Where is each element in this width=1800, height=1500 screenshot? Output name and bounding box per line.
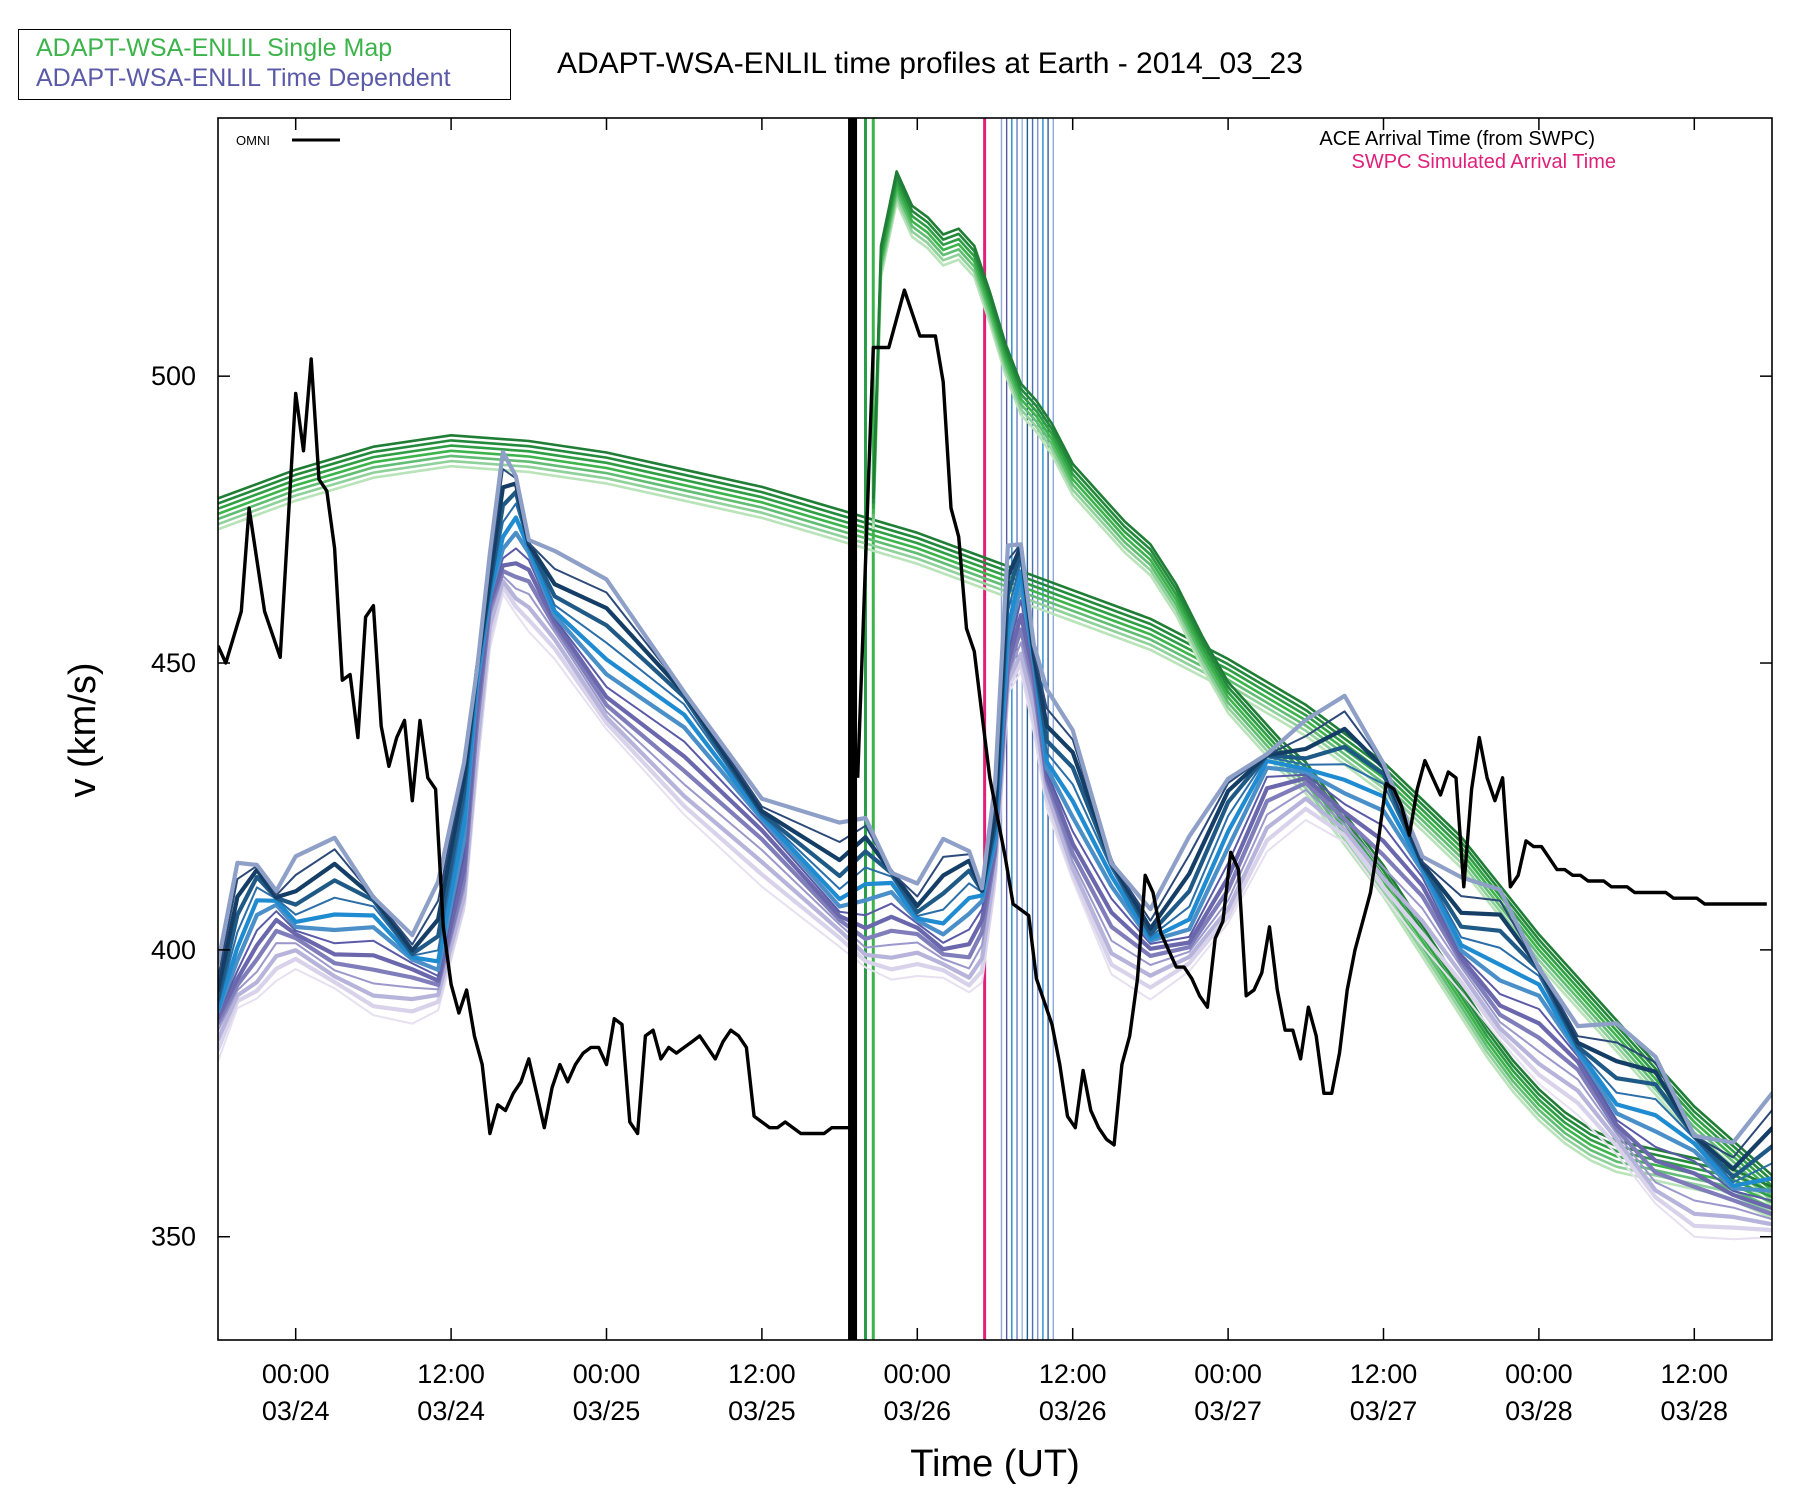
x-tick-label-time: 00:00 — [573, 1359, 641, 1389]
x-tick-label-time: 12:00 — [1350, 1359, 1418, 1389]
x-tick-label-date: 03/27 — [1194, 1396, 1262, 1426]
y-tick-label: 450 — [151, 648, 196, 678]
single-map-ensemble-line — [218, 439, 1772, 1182]
x-tick-label-date: 03/28 — [1661, 1396, 1729, 1426]
x-tick-label-date: 03/27 — [1350, 1396, 1418, 1426]
y-tick-label: 500 — [151, 361, 196, 391]
legend-box: ADAPT-WSA-ENLIL Single Map ADAPT-WSA-ENL… — [18, 29, 511, 100]
x-tick-label-time: 00:00 — [884, 1359, 952, 1389]
plot-frame — [217, 117, 1773, 1341]
ace-arrival-label: ACE Arrival Time (from SWPC) — [1319, 128, 1595, 150]
single-map-ensemble-line — [872, 170, 1772, 1188]
single-map-ensemble-line — [872, 185, 1772, 1204]
time-dependent-ensemble-line — [218, 579, 1772, 1227]
single-map-ensemble-line — [218, 434, 1772, 1177]
x-tick-label-date: 03/24 — [262, 1396, 330, 1426]
x-tick-label-time: 12:00 — [728, 1359, 796, 1389]
x-tick-label-date: 03/25 — [728, 1396, 796, 1426]
y-tick-label: 350 — [151, 1222, 196, 1252]
time-dependent-ensemble-line — [218, 515, 1772, 1188]
single-map-ensemble-line — [218, 459, 1772, 1203]
single-map-ensemble-line — [872, 195, 1772, 1214]
axis-layer: 350 400 450 500 00:00 03/24 12:00 03/24 00:00 03/… — [151, 118, 1772, 1426]
omni-line — [218, 357, 853, 1136]
legend-single-map: ADAPT-WSA-ENLIL Single Map — [36, 34, 393, 62]
y-tick-label: 400 — [151, 935, 196, 965]
single-map-ensemble-line — [872, 201, 1772, 1219]
plot-layer — [218, 118, 1772, 1340]
x-tick-label-date: 03/25 — [573, 1396, 641, 1426]
x-tick-label-time: 12:00 — [1661, 1359, 1729, 1389]
x-tick-label-date: 03/26 — [884, 1396, 952, 1426]
time-dependent-ensemble-line — [218, 561, 1772, 1211]
x-tick-label-date: 03/24 — [417, 1396, 485, 1426]
x-tick-label-time: 12:00 — [1039, 1359, 1107, 1389]
x-tick-label-time: 12:00 — [417, 1359, 485, 1389]
single-map-ensemble-line — [872, 180, 1772, 1199]
in-plot-legend: OMNI ACE Arrival Time (from SWPC) SWPC S… — [236, 128, 1616, 173]
single-map-ensemble-line — [872, 175, 1772, 1194]
single-map-ensemble-line — [872, 190, 1772, 1209]
x-tick-label-time: 00:00 — [262, 1359, 330, 1389]
x-tick-label-time: 00:00 — [1505, 1359, 1573, 1389]
omni-legend-label: OMNI — [236, 133, 270, 148]
y-axis-title: v (km/s) — [62, 662, 104, 797]
x-axis-title: Time (UT) — [910, 1443, 1080, 1485]
x-tick-label-time: 00:00 — [1194, 1359, 1262, 1389]
x-tick-label-date: 03/26 — [1039, 1396, 1107, 1426]
legend-time-dependent: ADAPT-WSA-ENLIL Time Dependent — [36, 64, 451, 92]
swpc-arrival-label: SWPC Simulated Arrival Time — [1351, 151, 1616, 173]
x-tick-label-date: 03/28 — [1505, 1396, 1573, 1426]
omni-line — [856, 288, 1767, 1147]
chart-title: ADAPT-WSA-ENLIL time profiles at Earth -… — [557, 47, 1303, 80]
time-dependent-ensemble-line — [218, 449, 1772, 1145]
